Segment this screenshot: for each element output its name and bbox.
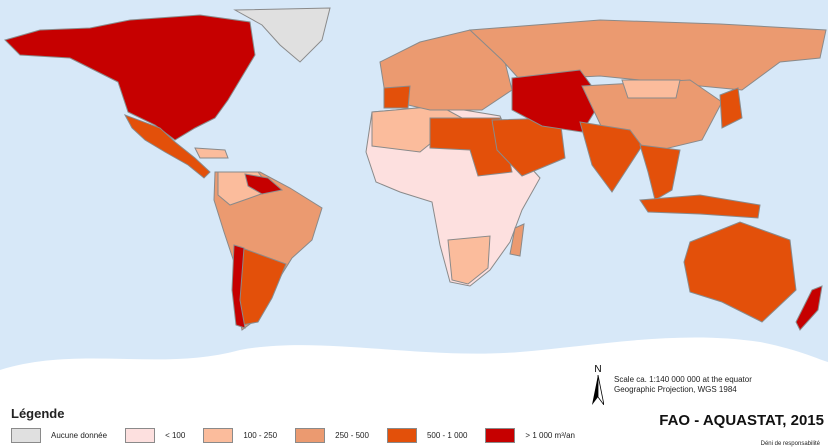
- scale-text: Scale ca. 1:140 000 000 at the equator: [614, 375, 752, 384]
- region-southeast-asia: [639, 144, 681, 201]
- legend-swatch-100-250: [203, 428, 234, 443]
- legend-swatch-500-1000: [386, 428, 417, 443]
- legend-label: 500 - 1 000: [426, 431, 468, 440]
- legend-label: < 100: [165, 431, 186, 440]
- projection-text: Geographic Projection, WGS 1984: [614, 385, 737, 394]
- legend-swatch-gt-1000: [485, 428, 516, 443]
- region-iberia: [383, 85, 411, 109]
- source-title: FAO - AQUASTAT, 2015: [659, 412, 824, 429]
- north-arrow: N: [592, 364, 605, 408]
- region-australia: [683, 221, 797, 323]
- north-label: N: [594, 364, 602, 375]
- legend-label: Aucune donnée: [51, 431, 108, 440]
- legend-swatch-no-data: [11, 428, 41, 443]
- region-mongolia: [621, 79, 681, 99]
- region-indonesia: [639, 194, 761, 219]
- region-india: [579, 121, 643, 193]
- legend-label: > 1 000 m³/an: [525, 431, 576, 440]
- region-greenland: [233, 7, 331, 63]
- region-southern-africa: [447, 235, 491, 285]
- region-caribbean: [194, 147, 229, 159]
- world-map: [0, 0, 828, 405]
- region-japan: [719, 87, 743, 129]
- legend-label: 100 - 250: [243, 431, 278, 440]
- region-central-america: [123, 114, 211, 179]
- legend: Aucune donnée < 100 100 - 250 250 - 500 …: [11, 428, 593, 443]
- region-north-america: [4, 14, 256, 141]
- legend-title: Légende: [11, 406, 65, 421]
- antarctica: [0, 337, 828, 405]
- legend-swatch-lt-100: [125, 428, 156, 443]
- region-central-asia: [511, 69, 603, 133]
- region-venezuela: [244, 173, 284, 195]
- scale-info: Scale ca. 1:140 000 000 at the equator G…: [614, 375, 752, 395]
- legend-label: 250 - 500: [335, 431, 369, 440]
- legend-swatch-250-500: [295, 428, 326, 443]
- region-madagascar: [509, 223, 525, 257]
- disclaimer-link[interactable]: Déni de responsabilité: [760, 441, 820, 447]
- region-new-zealand: [795, 285, 823, 331]
- north-arrow-icon: [592, 374, 605, 406]
- region-chile: [231, 244, 246, 329]
